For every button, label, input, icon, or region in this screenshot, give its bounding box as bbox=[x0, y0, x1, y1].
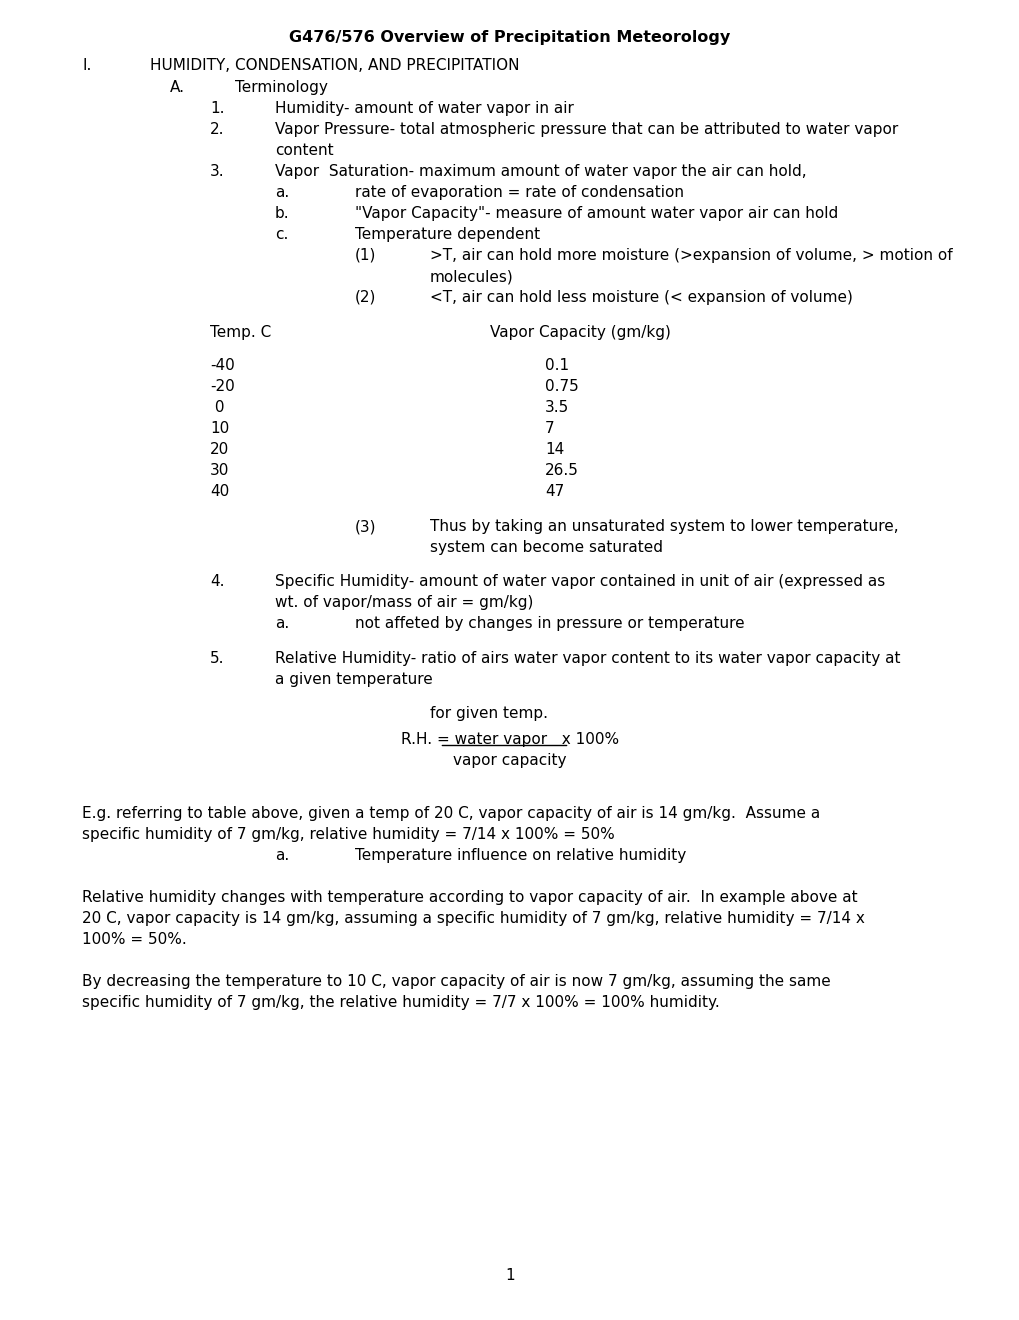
Text: a.: a. bbox=[275, 185, 289, 201]
Text: Vapor Capacity (gm/kg): Vapor Capacity (gm/kg) bbox=[489, 325, 669, 341]
Text: Vapor  Saturation- maximum amount of water vapor the air can hold,: Vapor Saturation- maximum amount of wate… bbox=[275, 164, 806, 180]
Text: Thus by taking an unsaturated system to lower temperature,: Thus by taking an unsaturated system to … bbox=[430, 519, 898, 535]
Text: A.: A. bbox=[170, 81, 184, 95]
Text: a given temperature: a given temperature bbox=[275, 672, 432, 686]
Text: 1: 1 bbox=[504, 1269, 515, 1283]
Text: 20 C, vapor capacity is 14 gm/kg, assuming a specific humidity of 7 gm/kg, relat: 20 C, vapor capacity is 14 gm/kg, assumi… bbox=[82, 911, 864, 927]
Text: 0.1: 0.1 bbox=[544, 358, 569, 374]
Text: content: content bbox=[275, 143, 333, 158]
Text: not affeted by changes in pressure or temperature: not affeted by changes in pressure or te… bbox=[355, 616, 744, 631]
Text: 10: 10 bbox=[210, 421, 229, 436]
Text: R.H. = water vapor   x 100%: R.H. = water vapor x 100% bbox=[400, 733, 619, 747]
Text: <T, air can hold less moisture (< expansion of volume): <T, air can hold less moisture (< expans… bbox=[430, 290, 852, 305]
Text: 7: 7 bbox=[544, 421, 554, 436]
Text: vapor capacity: vapor capacity bbox=[452, 752, 567, 768]
Text: rate of evaporation = rate of condensation: rate of evaporation = rate of condensati… bbox=[355, 185, 684, 201]
Text: 3.5: 3.5 bbox=[544, 400, 569, 414]
Text: -20: -20 bbox=[210, 379, 234, 393]
Text: 100% = 50%.: 100% = 50%. bbox=[82, 932, 186, 946]
Text: 47: 47 bbox=[544, 484, 564, 499]
Text: (3): (3) bbox=[355, 519, 376, 535]
Text: Vapor Pressure- total atmospheric pressure that can be attributed to water vapor: Vapor Pressure- total atmospheric pressu… bbox=[275, 121, 898, 137]
Text: system can become saturated: system can become saturated bbox=[430, 540, 662, 554]
Text: Relative Humidity- ratio of airs water vapor content to its water vapor capacity: Relative Humidity- ratio of airs water v… bbox=[275, 651, 900, 667]
Text: 1.: 1. bbox=[210, 102, 224, 116]
Text: G476/576 Overview of Precipitation Meteorology: G476/576 Overview of Precipitation Meteo… bbox=[289, 30, 730, 45]
Text: I.: I. bbox=[82, 58, 92, 73]
Text: "Vapor Capacity"- measure of amount water vapor air can hold: "Vapor Capacity"- measure of amount wate… bbox=[355, 206, 838, 220]
Text: Temp. C: Temp. C bbox=[210, 325, 271, 341]
Text: Terminology: Terminology bbox=[234, 81, 327, 95]
Text: wt. of vapor/mass of air = gm/kg): wt. of vapor/mass of air = gm/kg) bbox=[275, 595, 533, 610]
Text: (1): (1) bbox=[355, 248, 376, 263]
Text: 0.75: 0.75 bbox=[544, 379, 578, 393]
Text: c.: c. bbox=[275, 227, 288, 242]
Text: Humidity- amount of water vapor in air: Humidity- amount of water vapor in air bbox=[275, 102, 574, 116]
Text: Temperature dependent: Temperature dependent bbox=[355, 227, 540, 242]
Text: 5.: 5. bbox=[210, 651, 224, 667]
Text: -40: -40 bbox=[210, 358, 234, 374]
Text: 0: 0 bbox=[210, 400, 224, 414]
Text: 2.: 2. bbox=[210, 121, 224, 137]
Text: 40: 40 bbox=[210, 484, 229, 499]
Text: specific humidity of 7 gm/kg, relative humidity = 7/14 x 100% = 50%: specific humidity of 7 gm/kg, relative h… bbox=[82, 828, 614, 842]
Text: >T, air can hold more moisture (>expansion of volume, > motion of: >T, air can hold more moisture (>expansi… bbox=[430, 248, 952, 263]
Text: E.g. referring to table above, given a temp of 20 C, vapor capacity of air is 14: E.g. referring to table above, given a t… bbox=[82, 807, 819, 821]
Text: Temperature influence on relative humidity: Temperature influence on relative humidi… bbox=[355, 847, 686, 863]
Text: molecules): molecules) bbox=[430, 269, 514, 284]
Text: for given temp.: for given temp. bbox=[430, 706, 547, 721]
Text: 4.: 4. bbox=[210, 574, 224, 589]
Text: (2): (2) bbox=[355, 290, 376, 305]
Text: 20: 20 bbox=[210, 442, 229, 457]
Text: a.: a. bbox=[275, 616, 289, 631]
Text: 14: 14 bbox=[544, 442, 564, 457]
Text: HUMIDITY, CONDENSATION, AND PRECIPITATION: HUMIDITY, CONDENSATION, AND PRECIPITATIO… bbox=[150, 58, 519, 73]
Text: 26.5: 26.5 bbox=[544, 463, 579, 478]
Text: Relative humidity changes with temperature according to vapor capacity of air.  : Relative humidity changes with temperatu… bbox=[82, 890, 857, 906]
Text: a.: a. bbox=[275, 847, 289, 863]
Text: b.: b. bbox=[275, 206, 289, 220]
Text: 30: 30 bbox=[210, 463, 229, 478]
Text: 3.: 3. bbox=[210, 164, 224, 180]
Text: Specific Humidity- amount of water vapor contained in unit of air (expressed as: Specific Humidity- amount of water vapor… bbox=[275, 574, 884, 589]
Text: By decreasing the temperature to 10 C, vapor capacity of air is now 7 gm/kg, ass: By decreasing the temperature to 10 C, v… bbox=[82, 974, 829, 989]
Text: specific humidity of 7 gm/kg, the relative humidity = 7/7 x 100% = 100% humidity: specific humidity of 7 gm/kg, the relati… bbox=[82, 995, 719, 1010]
